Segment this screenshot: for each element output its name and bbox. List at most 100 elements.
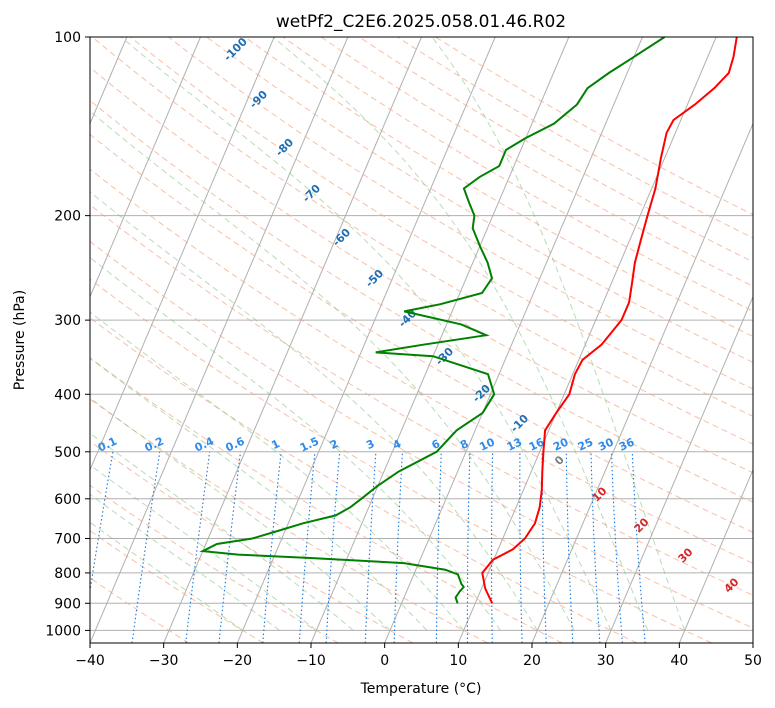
- dry-adiabat: [90, 357, 563, 643]
- isotherm-gridline: [236, 37, 496, 643]
- mixing-ratio-label: 16: [527, 435, 547, 453]
- dry-adiabat: [90, 168, 753, 564]
- y-tick-label: 100: [54, 30, 81, 46]
- profile-lines: [199, 37, 738, 604]
- mixing-ratio-line: [218, 451, 242, 643]
- x-tick-label: −20: [223, 653, 253, 669]
- mixing-ratio-line: [590, 451, 601, 643]
- dry-adiabat: [90, 278, 712, 643]
- mixing-ratio-line: [631, 451, 646, 643]
- x-axis-ticks: −40 −30 −20 −10 0 10 20 30 40 50: [75, 643, 762, 669]
- dry-adiabat-label: 20: [632, 515, 652, 535]
- x-tick-label: 0: [380, 653, 389, 669]
- mixing-ratio-line: [435, 451, 442, 643]
- moist-adiabat: [90, 432, 354, 631]
- mixing-ratio-line: [131, 451, 161, 643]
- dry-adiabat: [168, 37, 753, 390]
- isotherm-gridline: [531, 122, 753, 643]
- dry-adiabat-label: -70: [300, 182, 323, 205]
- temperature-line: [481, 37, 738, 604]
- y-tick-label: 200: [54, 209, 81, 225]
- moist-adiabat: [90, 311, 465, 631]
- mixing-ratio-label: 10: [477, 435, 497, 453]
- mixing-ratio-label: 3: [364, 437, 376, 452]
- moist-adiabat: [90, 397, 391, 631]
- isotherm-gridline: [678, 468, 753, 643]
- moist-adiabat: [431, 37, 686, 631]
- dry-adiabat: [90, 133, 753, 533]
- dry-adiabat: [90, 577, 190, 643]
- dry-adiabat: [130, 37, 753, 417]
- dry-adiabat-label: -90: [247, 88, 270, 111]
- mixing-ratio-line: [364, 451, 377, 643]
- dry-adiabat: [244, 37, 753, 337]
- plot-frame: [89, 36, 754, 644]
- dewpoint-line: [199, 37, 666, 604]
- dry-adiabat-label: -100: [221, 35, 250, 64]
- isotherm-gridline: [90, 37, 275, 472]
- isotherm-gridline: [90, 37, 201, 298]
- y-axis-ticks: 100 200 300 400 500 600 700 800 900 1000: [45, 30, 90, 639]
- y-tick-label: 600: [54, 492, 81, 508]
- y-axis-label: Pressure (hPa): [12, 290, 28, 390]
- moist-adiabat: [90, 493, 280, 631]
- mixing-ratio-line: [466, 451, 471, 643]
- x-tick-label: 20: [523, 653, 541, 669]
- isotherm-gridline: [457, 37, 717, 643]
- mixing-ratio-label: 20: [551, 435, 571, 453]
- y-tick-label: 900: [54, 596, 81, 612]
- mixing-ratio-label: 13: [505, 435, 524, 453]
- mixing-ratio-line: [325, 451, 341, 643]
- x-tick-label: 30: [597, 653, 615, 669]
- mixing-ratio-line: [610, 451, 623, 643]
- isotherm-gridline: [384, 37, 643, 643]
- dry-adiabat: [282, 37, 753, 312]
- x-tick-label: −30: [149, 653, 179, 669]
- dry-adiabat-label: -80: [273, 136, 296, 159]
- y-tick-label: 400: [54, 387, 81, 403]
- isotherm-gridline: [605, 295, 753, 643]
- moist-adiabat: [90, 256, 501, 631]
- mixing-ratio-line: [565, 451, 574, 643]
- dry-adiabat: [90, 66, 753, 474]
- dry-adiabat: [90, 204, 753, 596]
- dry-adiabat: [90, 240, 753, 629]
- moist-adiabat: [272, 37, 649, 631]
- dry-adiabat: [90, 398, 488, 643]
- x-tick-label: −10: [296, 653, 326, 669]
- y-tick-label: 1000: [45, 623, 81, 639]
- dry-adiabat-label: 40: [722, 575, 742, 595]
- moist-adiabat: [120, 37, 612, 631]
- mixing-ratio-label: 25: [576, 435, 595, 453]
- mixing-ratio-line: [298, 451, 316, 643]
- y-tick-label: 800: [54, 566, 81, 582]
- moist-adiabat: [90, 464, 317, 631]
- dry-adiabat: [359, 37, 753, 263]
- x-tick-label: 40: [670, 653, 688, 669]
- dry-adiabat: [90, 484, 339, 643]
- moist-adiabat: [90, 521, 243, 631]
- mixing-ratio-label: 6: [430, 437, 443, 452]
- moist-adiabat: [90, 357, 428, 631]
- dry-adiabat-label: 30: [676, 545, 696, 565]
- mixing-ratio-label: 36: [617, 435, 637, 453]
- y-tick-label: 700: [54, 532, 81, 548]
- isotherm-gridline: [752, 641, 753, 643]
- x-tick-label: −40: [75, 653, 105, 669]
- dry-adiabat-label: -50: [363, 267, 386, 290]
- dry-adiabat: [90, 317, 638, 643]
- y-tick-label: 500: [54, 445, 81, 461]
- mixing-ratio-line: [90, 451, 114, 595]
- mixing-ratio-line: [490, 451, 494, 643]
- x-tick-label: 50: [744, 653, 762, 669]
- mixing-ratio-label: 1: [269, 437, 281, 452]
- chart-title: wetPf2_C2E6.2025.058.01.46.R02: [276, 12, 566, 32]
- mixing-ratio-label: 30: [596, 435, 616, 453]
- isotherm-gridline: [163, 37, 422, 643]
- background-lines: [90, 37, 753, 643]
- mixing-ratio-line: [262, 451, 282, 643]
- x-axis-label: Temperature (°C): [360, 681, 482, 697]
- isotherm-gridline: [90, 37, 349, 643]
- dry-adiabat: [206, 37, 753, 363]
